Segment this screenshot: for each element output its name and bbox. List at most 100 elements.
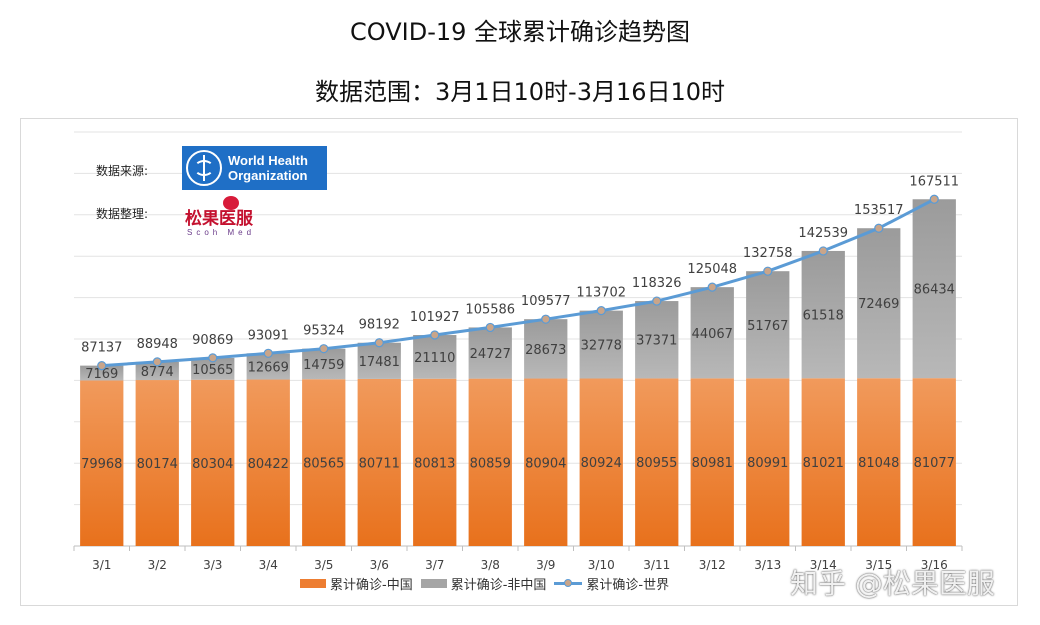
bar-china (191, 379, 235, 546)
x-tick-label: 3/3 (203, 558, 222, 572)
x-tick-label: 3/8 (481, 558, 500, 572)
point-world (152, 357, 162, 367)
data-label-world: 105586 (465, 302, 515, 317)
bar-non-china (524, 319, 568, 379)
bar-china (857, 378, 901, 546)
data-label-non-china: 7169 (85, 367, 118, 382)
point-world (541, 314, 551, 324)
data-label-non-china: 21110 (414, 351, 455, 366)
point-world (596, 306, 606, 316)
data-label-non-china: 37371 (636, 334, 677, 349)
bar-non-china (746, 271, 790, 379)
data-label-china: 81048 (858, 456, 899, 471)
data-label-world: 90869 (192, 333, 233, 348)
legend-swatch-non-china (420, 578, 447, 588)
point-world (763, 266, 773, 276)
who-logo-text: World Health Organization (228, 153, 308, 183)
bar-china (690, 378, 734, 546)
legend-label-world: 累计确诊-世界 (586, 577, 670, 593)
data-label-world: 142539 (798, 226, 848, 241)
data-label-non-china: 10565 (192, 363, 233, 378)
bar-non-china (413, 335, 457, 379)
data-label-china: 80904 (525, 456, 566, 471)
data-label-non-china: 14759 (303, 358, 344, 373)
bar-non-china (357, 342, 401, 379)
data-label-world: 109577 (521, 294, 571, 309)
data-label-china: 79968 (81, 457, 122, 472)
data-label-non-china: 51767 (747, 319, 788, 334)
data-label-china: 80174 (137, 457, 178, 472)
chart-panel (20, 118, 1018, 606)
bar-china (302, 379, 346, 546)
bar-china (912, 378, 956, 546)
x-tick-label: 3/13 (754, 558, 781, 572)
scohmed-logo-cn: 松果医服 (185, 209, 253, 229)
point-world (874, 223, 884, 233)
bar-non-china (80, 365, 124, 381)
data-label-world: 98192 (359, 318, 400, 333)
bar-china (635, 378, 679, 546)
data-label-china: 80304 (192, 457, 233, 472)
bar-china (80, 380, 124, 546)
data-label-china: 80859 (470, 456, 511, 471)
bar-china (246, 379, 290, 546)
data-label-china: 81021 (803, 456, 844, 471)
point-world (263, 348, 273, 358)
data-label-non-china: 32778 (581, 339, 622, 354)
x-tick-label: 3/4 (259, 558, 278, 572)
legend-item-china: 累计确诊-中国 (300, 574, 413, 593)
scohmed-logo: 松果医服 Scoh Med (185, 196, 295, 240)
point-world (319, 344, 329, 354)
data-label-non-china: 12669 (248, 360, 289, 375)
scohmed-logo-en: Scoh Med (187, 228, 256, 237)
data-label-world: 95324 (303, 324, 344, 339)
data-label-non-china: 17481 (359, 355, 400, 370)
bar-non-china (135, 361, 179, 381)
bar-non-china (579, 310, 623, 379)
data-label-world: 125048 (687, 262, 737, 277)
x-tick-label: 3/1 (92, 558, 111, 572)
data-label-non-china: 61518 (803, 309, 844, 324)
legend-label-non-china: 累计确诊-非中国 (450, 577, 547, 593)
bar-china (746, 378, 790, 546)
bar-non-china (635, 301, 679, 379)
data-label-non-china: 72469 (858, 297, 899, 312)
chart-legend: 累计确诊-中国 累计确诊-非中国 累计确诊-世界 (300, 574, 677, 593)
x-tick-label: 3/16 (921, 558, 948, 572)
data-label-non-china: 28673 (525, 343, 566, 358)
legend-label-china: 累计确诊-中国 (330, 577, 413, 593)
bar-non-china (302, 348, 346, 380)
x-tick-label: 3/2 (148, 558, 167, 572)
x-tick-label: 3/12 (699, 558, 726, 572)
point-world (929, 194, 939, 204)
x-tick-label: 3/5 (314, 558, 333, 572)
data-label-china: 80422 (248, 457, 289, 472)
x-tick-label: 3/11 (643, 558, 670, 572)
point-world (97, 361, 107, 371)
who-logo-text-line2: Organization (228, 168, 308, 183)
data-label-non-china: 8774 (141, 365, 174, 380)
point-world (374, 338, 384, 348)
data-label-world: 93091 (248, 328, 289, 343)
who-emblem-icon (186, 150, 222, 186)
data-compiler-label: 数据整理: (96, 207, 149, 221)
bar-china (468, 378, 512, 546)
point-world (485, 322, 495, 333)
data-label-non-china: 86434 (914, 283, 955, 298)
series-line-world (101, 197, 935, 368)
bar-non-china (690, 287, 734, 379)
data-source-label: 数据来源: (96, 164, 149, 178)
data-label-world: 113702 (576, 286, 626, 301)
data-label-china: 80813 (414, 456, 455, 471)
point-world (208, 353, 218, 363)
data-label-world: 132758 (743, 246, 793, 261)
x-tick-label: 3/7 (425, 558, 444, 572)
bar-china (357, 378, 401, 546)
watermark-text: 知乎 @松果医服 (790, 567, 995, 600)
data-label-world: 88948 (137, 337, 178, 352)
legend-item-world: 累计确诊-世界 (554, 574, 669, 593)
bar-non-china (191, 357, 235, 380)
data-label-china: 80711 (359, 456, 400, 471)
data-label-china: 80981 (692, 456, 733, 471)
